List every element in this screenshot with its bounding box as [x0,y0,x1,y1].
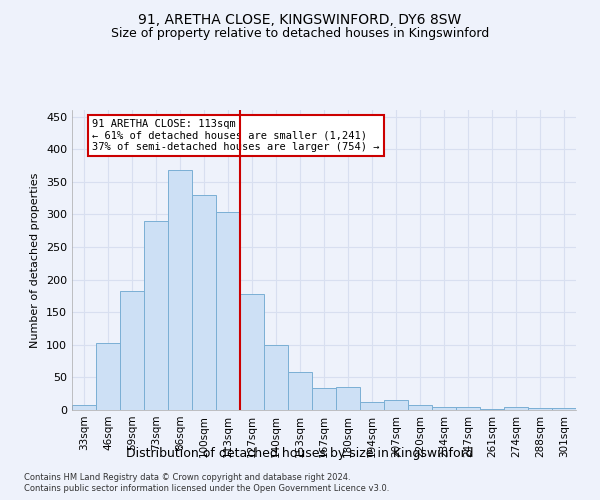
Text: 91 ARETHA CLOSE: 113sqm
← 61% of detached houses are smaller (1,241)
37% of semi: 91 ARETHA CLOSE: 113sqm ← 61% of detache… [92,119,380,152]
Bar [360,402,384,410]
Bar [240,294,264,410]
Bar [312,388,336,410]
Text: Distribution of detached houses by size in Kingswinford: Distribution of detached houses by size … [126,448,474,460]
Text: Contains public sector information licensed under the Open Government Licence v3: Contains public sector information licen… [24,484,389,493]
Bar [456,406,480,410]
Bar [480,408,504,410]
Text: Size of property relative to detached houses in Kingswinford: Size of property relative to detached ho… [111,28,489,40]
Bar [72,405,96,410]
Bar [216,212,240,410]
Bar [192,195,216,410]
Bar [552,408,576,410]
Bar [408,405,432,410]
Bar [96,343,120,410]
Bar [120,292,144,410]
Bar [504,406,528,410]
Text: 91, ARETHA CLOSE, KINGSWINFORD, DY6 8SW: 91, ARETHA CLOSE, KINGSWINFORD, DY6 8SW [139,12,461,26]
Text: Contains HM Land Registry data © Crown copyright and database right 2024.: Contains HM Land Registry data © Crown c… [24,472,350,482]
Bar [144,221,168,410]
Bar [384,400,408,410]
Bar [168,170,192,410]
Bar [432,406,456,410]
Bar [336,387,360,410]
Bar [288,372,312,410]
Y-axis label: Number of detached properties: Number of detached properties [31,172,40,348]
Bar [528,408,552,410]
Bar [264,345,288,410]
